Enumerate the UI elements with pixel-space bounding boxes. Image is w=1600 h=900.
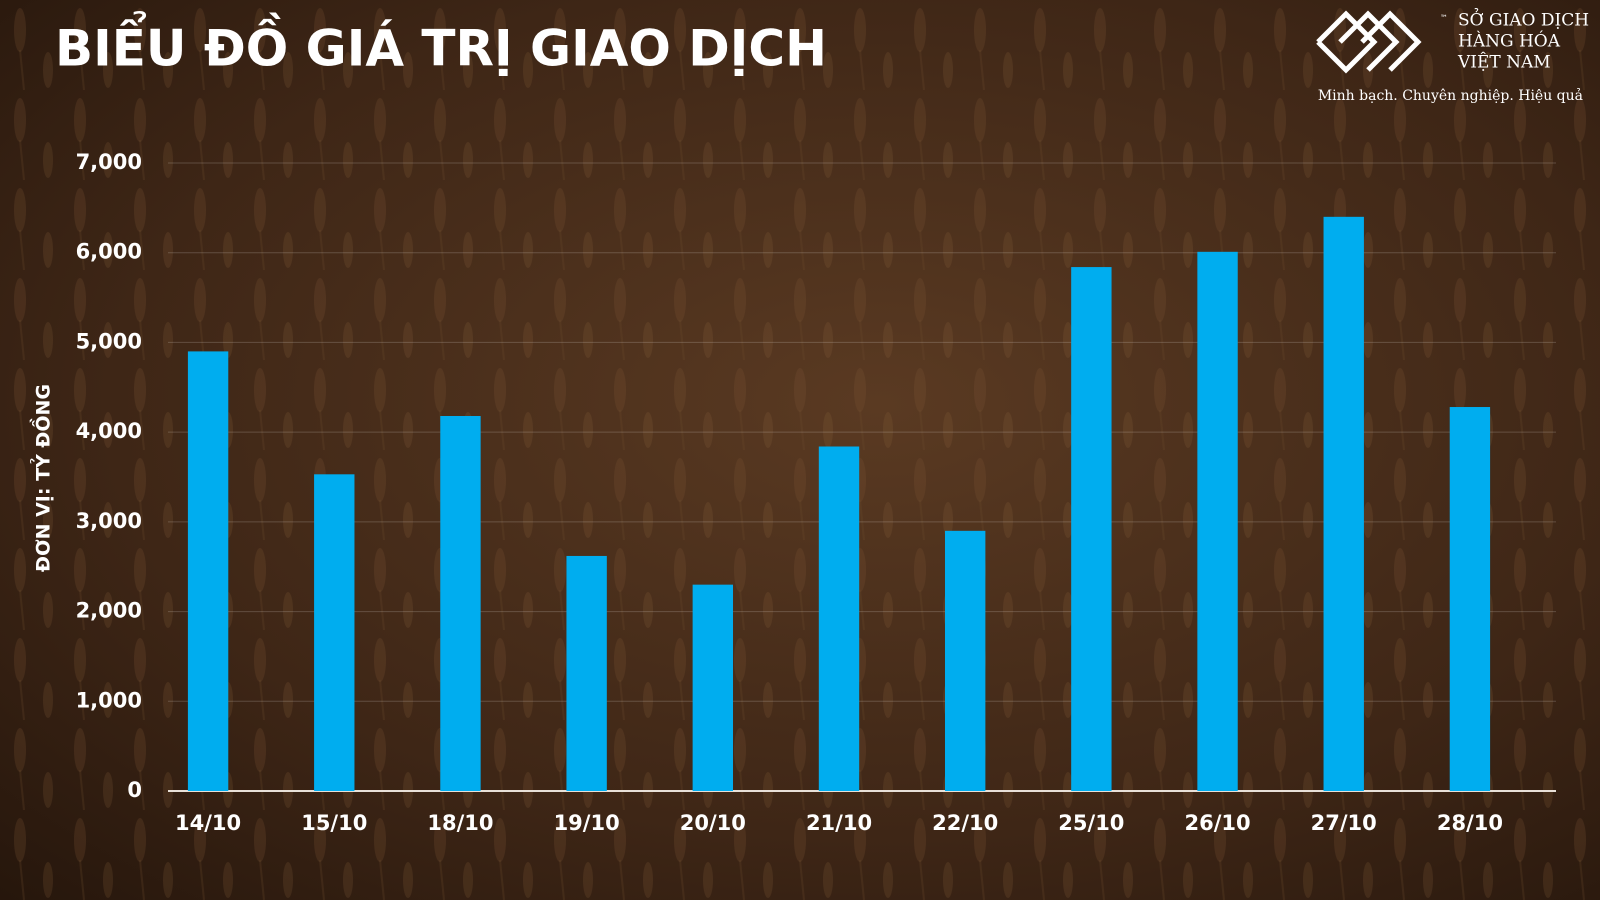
logo <box>1316 10 1422 74</box>
logo-text: HÀNG HÓA <box>1458 31 1561 52</box>
y-tick-label: 2,000 <box>76 599 142 623</box>
x-tick-label: 25/10 <box>1058 811 1124 835</box>
y-axis-label: ĐƠN VỊ: TỶ ĐỒNG <box>29 384 55 572</box>
x-tick-label: 14/10 <box>175 811 241 835</box>
y-tick-label: 3,000 <box>76 509 142 533</box>
y-tick-label: 6,000 <box>76 240 142 264</box>
x-tick-label: 27/10 <box>1311 811 1377 835</box>
bar <box>566 555 607 791</box>
logo-mark <box>1316 10 1378 74</box>
x-tick-label: 19/10 <box>554 811 620 835</box>
logo-mark <box>1360 10 1422 72</box>
bar <box>1323 216 1364 792</box>
bar <box>692 584 734 791</box>
x-tick-label: 20/10 <box>680 811 746 835</box>
y-tick-label: 0 <box>127 778 142 802</box>
y-tick-label: 5,000 <box>76 329 142 353</box>
bar <box>187 351 229 791</box>
logo-text: VIỆT NAM <box>1457 53 1551 73</box>
x-tick-label: 15/10 <box>301 811 367 835</box>
x-tick-label: 18/10 <box>427 811 493 835</box>
logo-tagline: Minh bạch. Chuyên nghiệp. Hiệu quả <box>1318 87 1583 104</box>
y-tick-label: 4,000 <box>76 419 142 443</box>
x-tick-label: 22/10 <box>932 811 998 835</box>
logo-trademark: ™ <box>1440 14 1448 23</box>
x-tick-label: 28/10 <box>1437 811 1503 835</box>
bar <box>440 415 481 791</box>
bar <box>818 446 860 791</box>
logo-mark <box>1338 10 1400 72</box>
bar <box>944 530 986 791</box>
bar <box>1071 267 1112 791</box>
y-tick-label: 7,000 <box>76 150 142 174</box>
y-tick-label: 1,000 <box>76 688 142 712</box>
x-tick-label: 26/10 <box>1184 811 1250 835</box>
logo-text: SỞ GIAO DỊCH <box>1458 8 1589 31</box>
x-tick-label: 21/10 <box>806 811 872 835</box>
chart-title: BIỂU ĐỒ GIÁ TRỊ GIAO DỊCH <box>55 11 827 78</box>
bar <box>314 474 355 791</box>
bar <box>1197 251 1238 791</box>
bar <box>1449 407 1491 791</box>
